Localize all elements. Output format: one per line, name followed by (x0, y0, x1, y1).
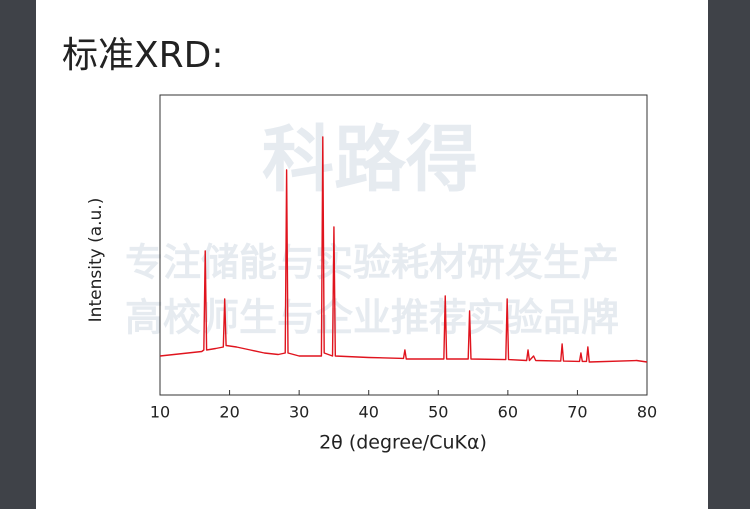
watermark-line: 专注储能与实验耗材研发生产 (125, 241, 619, 285)
content-panel (36, 0, 708, 509)
x-tick-label: 80 (637, 403, 657, 422)
data-line (159, 136, 648, 363)
x-tick-label: 60 (498, 403, 518, 422)
watermark-line: 高校师生与企业推荐实验品牌 (125, 296, 619, 340)
x-tick-label: 20 (219, 403, 239, 422)
x-tick-label: 50 (428, 403, 448, 422)
x-tick-label: 40 (359, 403, 379, 422)
watermark-brand: 科路得 (262, 118, 478, 202)
x-tick-label: 70 (567, 403, 587, 422)
heading: 标准XRD: (62, 35, 224, 76)
x-tick-label: 10 (150, 403, 170, 422)
x-tick-label: 30 (289, 403, 309, 422)
y-axis-label: Intensity (a.u.) (86, 198, 106, 323)
plot-frame (159, 94, 648, 396)
x-axis-label: 2θ (degree/CuKα) (319, 432, 487, 454)
